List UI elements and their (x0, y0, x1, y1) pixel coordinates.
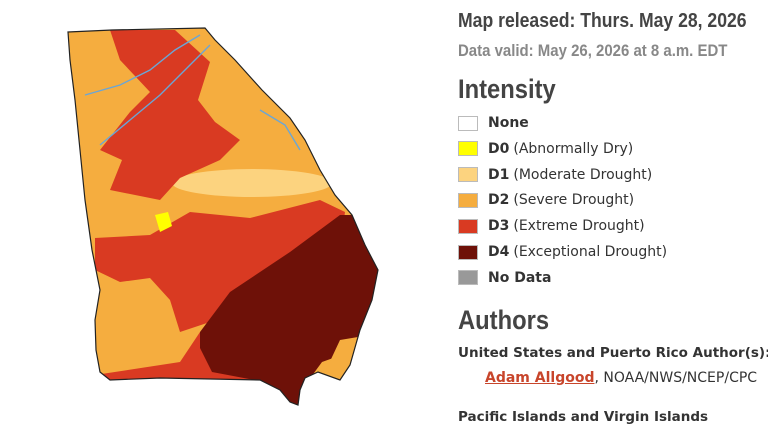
legend-swatch (458, 192, 478, 208)
legend-label: (Moderate Drought) (513, 166, 653, 183)
legend-item: D2 (Severe Drought) (458, 190, 634, 210)
legend-label: (Extreme Drought) (513, 218, 645, 235)
legend-swatch (458, 244, 478, 260)
valid-date: Data valid: May 26, 2026 at 8 a.m. EDT (458, 41, 728, 60)
legend-swatch (458, 141, 478, 157)
region-d4 (200, 215, 378, 405)
legend-label: (Exceptional Drought) (513, 244, 668, 260)
legend-item: No Data (458, 268, 551, 288)
legend-swatch (458, 115, 478, 131)
legend-item: None (458, 113, 529, 133)
legend-swatch (458, 270, 478, 286)
authors-title: Authors (458, 305, 550, 335)
region-d3 (95, 200, 345, 332)
release-date: Map released: Thurs. May 28, 2026 (458, 10, 747, 32)
legend-code: None (488, 115, 529, 131)
legend-item: D1 (Moderate Drought) (458, 165, 652, 185)
author-line: Adam Allgood, NOAA/NWS/NCEP/CPC (485, 370, 757, 386)
author-group-title: United States and Puerto Rico Author(s): (458, 345, 768, 361)
author-link[interactable]: Adam Allgood (485, 370, 595, 386)
legend-swatch (458, 167, 478, 183)
author-group-title: Pacific Islands and Virgin Islands (458, 409, 709, 425)
river (84, 34, 301, 151)
region-d3 (100, 30, 240, 200)
legend-item: D3 (Extreme Drought) (458, 216, 645, 236)
legend-code: D2 (488, 192, 510, 209)
legend-label: (Abnormally Dry) (513, 140, 634, 157)
legend-code: D4 (488, 244, 510, 260)
legend-item: D0 (Abnormally Dry) (458, 139, 633, 159)
legend-code: D0 (488, 140, 510, 157)
legend-title: Intensity (458, 74, 556, 104)
region-d0 (155, 212, 172, 232)
region-d1 (172, 169, 332, 197)
drought-map (67, 27, 379, 406)
legend-code: D1 (488, 166, 510, 183)
author-affiliation: , NOAA/NWS/NCEP/CPC (594, 370, 758, 386)
legend-code: No Data (488, 269, 552, 286)
legend-item: D4 (Exceptional Drought) (458, 242, 667, 262)
legend-swatch (458, 218, 478, 234)
legend-label: (Severe Drought) (513, 192, 635, 209)
legend-code: D3 (488, 218, 510, 235)
